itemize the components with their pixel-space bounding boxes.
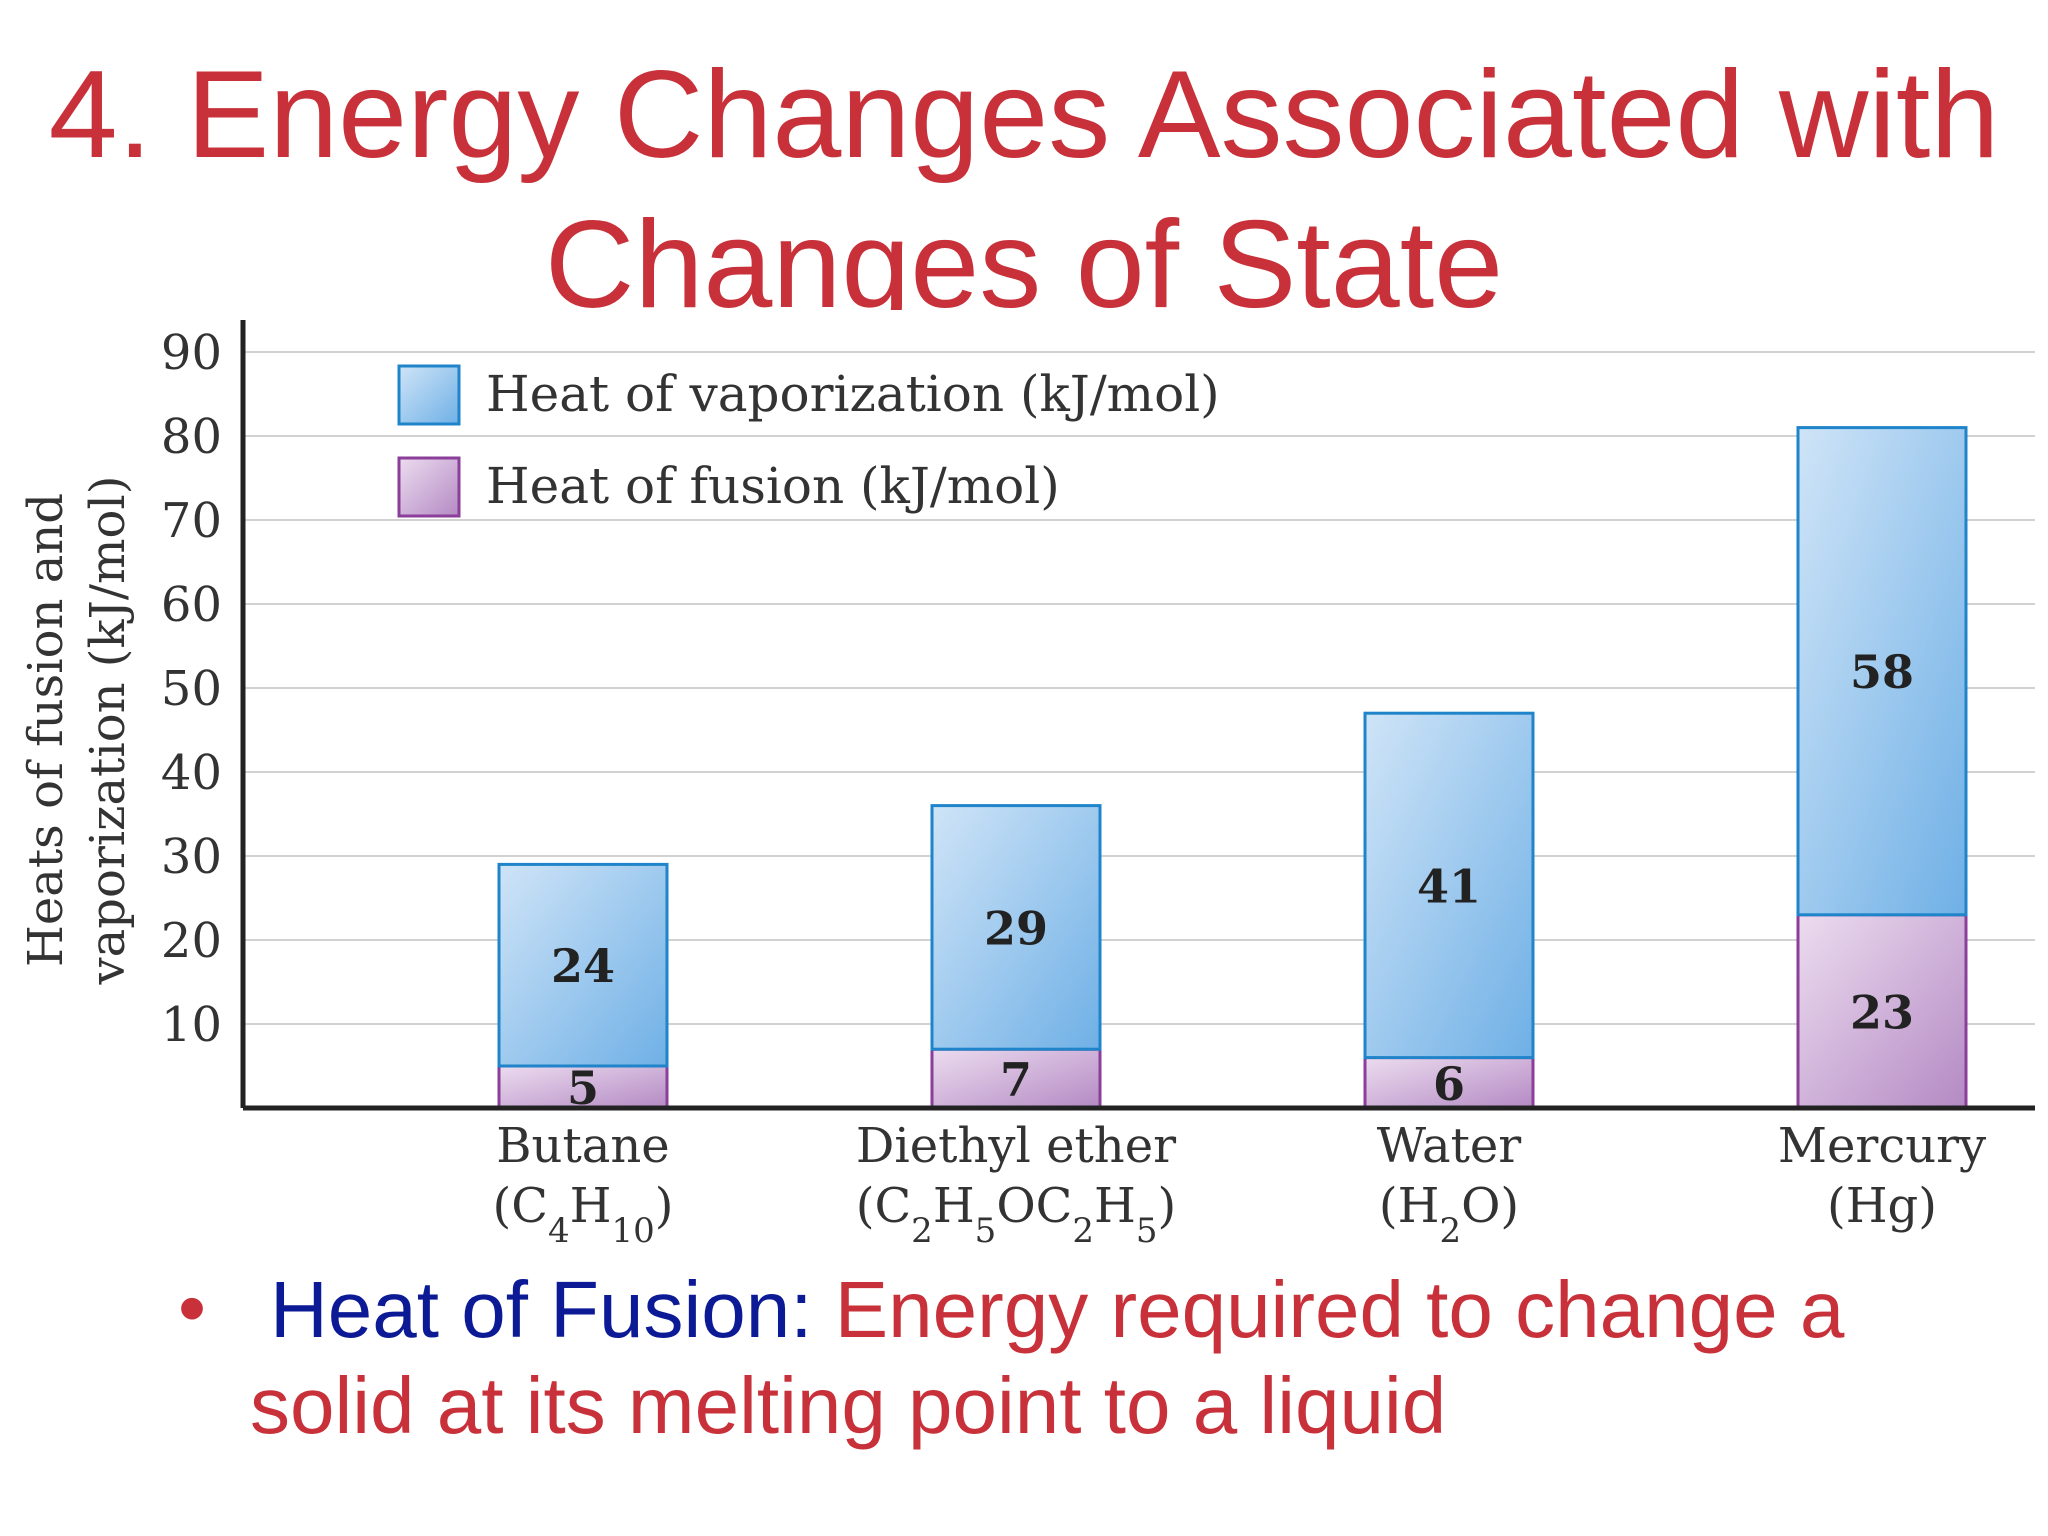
x-category-formula: (Hg): [1827, 1178, 1937, 1234]
legend-label: Heat of fusion (kJ/mol): [486, 457, 1060, 515]
y-axis-title: Heats of fusion and vaporization (kJ/mol): [18, 476, 136, 986]
y-tick-label: 80: [161, 409, 222, 465]
x-category-formula: (H2O): [1379, 1178, 1519, 1251]
legend-item-vaporization: Heat of vaporization (kJ/mol): [397, 364, 1220, 426]
x-category-label: Diethyl ether: [856, 1118, 1176, 1174]
y-tick-label: 70: [161, 493, 222, 549]
bar-vaporization: [497, 862, 669, 1068]
axes: 10 20 30 40 50 60 70 80 90 Butane(C4H10) Diethyl e…: [161, 320, 2035, 1251]
y-tick-label: 60: [161, 577, 222, 633]
x-category-label: Butane: [496, 1118, 669, 1174]
x-category-formula: (C2H5OC2H5): [856, 1178, 1177, 1251]
bar-vaporization: [1796, 426, 1968, 917]
title-line-1: 4. Energy Changes Associated with: [48, 46, 2000, 184]
y-axis-title-line: Heats of fusion and: [18, 493, 74, 967]
bar-fusion: [1796, 913, 1968, 1110]
x-category-label: Water: [1377, 1118, 1521, 1174]
bar-vaporization: [930, 804, 1102, 1051]
x-category-formula: (C4H10): [493, 1178, 674, 1251]
y-tick-label: 40: [161, 745, 222, 801]
legend-swatch: [397, 456, 461, 518]
fusion-value-label: 23: [1850, 985, 1914, 1039]
vaporization-value-label: 24: [551, 939, 615, 993]
y-tick-label: 30: [161, 829, 222, 885]
y-tick-label: 50: [161, 661, 222, 717]
legend-label: Heat of vaporization (kJ/mol): [486, 365, 1220, 423]
legend-item-fusion: Heat of fusion (kJ/mol): [397, 456, 1060, 518]
title-line-2: Changes of State: [544, 196, 1504, 310]
fusion-value-label: 6: [1433, 1057, 1465, 1111]
bar-vaporization: [1363, 711, 1535, 1060]
legend: Heat of vaporization (kJ/mol) Heat of fus…: [397, 364, 1220, 518]
legend-swatch: [397, 364, 461, 426]
y-tick-label: 10: [161, 997, 222, 1053]
bullet-text: Heat of Fusion: Energy required to chang…: [250, 1262, 1990, 1454]
vaporization-value-label: 41: [1417, 859, 1481, 913]
bullet-term: Heat of Fusion:: [270, 1265, 813, 1354]
x-category-label: Mercury: [1778, 1118, 1986, 1174]
y-tick-label: 90: [161, 325, 222, 381]
fusion-value-label: 7: [1000, 1053, 1032, 1107]
slide-title: 4. Energy Changes Associated with: [0, 40, 2048, 190]
title-line-2-clip: Changes of State: [0, 190, 2048, 310]
gridlines: [243, 351, 2035, 1025]
y-axis-title-line: vaporization (kJ/mol): [80, 476, 136, 986]
bar-fusion: [1363, 1056, 1535, 1110]
vaporization-value-label: 58: [1850, 645, 1914, 699]
bullet-definition: Energy required to change a solid at its…: [250, 1265, 1845, 1450]
bar-fusion: [497, 1064, 669, 1110]
bullet-marker: •: [178, 1263, 207, 1352]
vaporization-value-label: 29: [984, 901, 1048, 955]
y-tick-label: 20: [161, 913, 222, 969]
